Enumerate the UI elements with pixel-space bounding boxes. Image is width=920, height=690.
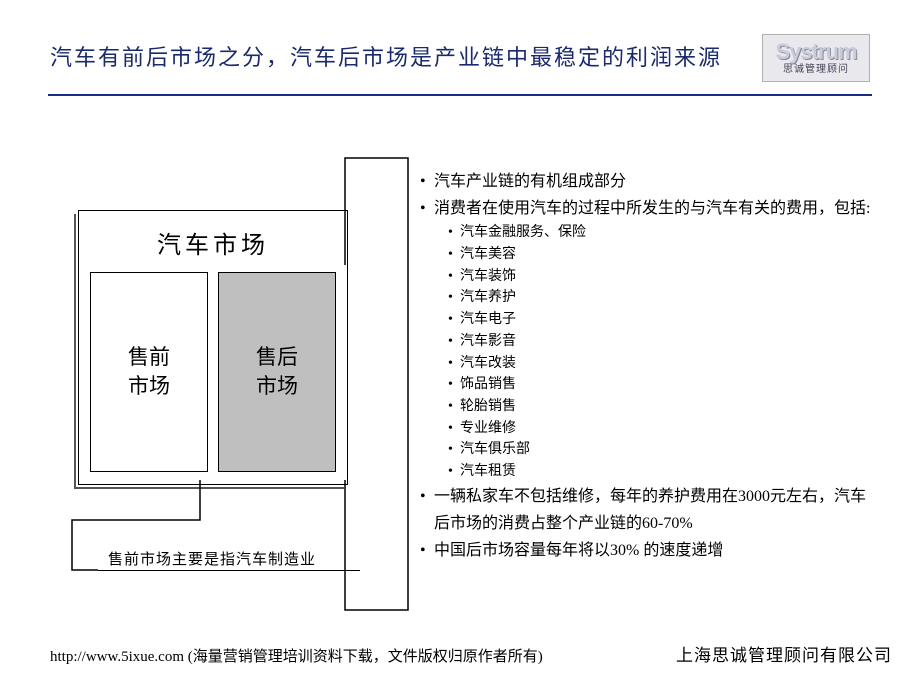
bullet-sublist: 汽车金融服务、保险汽车美容汽车装饰汽车养护汽车电子汽车影音汽车改装饰品销售轮胎销… (448, 222, 880, 482)
bullet-lvl2: 汽车金融服务、保险 (448, 222, 880, 244)
bullet-lvl2: 饰品销售 (448, 374, 880, 396)
bullet-lvl2: 汽车电子 (448, 309, 880, 331)
bullet-lvl2: 汽车改装 (448, 353, 880, 375)
bullet-lvl2: 汽车养护 (448, 287, 880, 309)
bullet-lvl2: 轮胎销售 (448, 396, 880, 418)
market-diagram: 汽车市场 售前市场 售后市场 (78, 210, 348, 485)
presale-label: 售前市场 (128, 343, 170, 402)
bullet-lvl2: 汽车美容 (448, 244, 880, 266)
footer-company: 上海思诚管理顾问有限公司 (676, 641, 892, 666)
bullet-lvl2: 汽车俱乐部 (448, 439, 880, 461)
bullet-lvl1: 一辆私家车不包括维修，每年的养护费用在3000元左右，汽车后市场的消费占整个产业… (420, 483, 880, 537)
footer: http://www.5ixue.com (海量营销管理培训资料下载，文件版权归… (50, 641, 892, 666)
bullet-lvl1: 中国后市场容量每年将以30% 的速度递增 (420, 537, 880, 564)
presale-box: 售前市场 (90, 272, 208, 472)
content-bullets: 汽车产业链的有机组成部分消费者在使用汽车的过程中所发生的与汽车有关的费用，包括:… (420, 168, 880, 564)
aftersale-label: 售后市场 (256, 343, 298, 402)
presale-caption: 售前市场主要是指汽车制造业 (108, 548, 316, 569)
header-divider (48, 94, 872, 96)
logo-sub-text: 思诚管理顾问 (783, 65, 849, 75)
diagram-title: 汽车市场 (79, 211, 347, 272)
footer-source: http://www.5ixue.com (海量营销管理培训资料下载，文件版权归… (50, 645, 543, 666)
bullet-lvl1: 汽车产业链的有机组成部分 (420, 168, 880, 195)
logo: Systrum 思诚管理顾问 (762, 34, 870, 82)
bullet-lvl2: 汽车影音 (448, 331, 880, 353)
diagram-boxes: 售前市场 售后市场 (79, 272, 347, 472)
aftersale-box: 售后市场 (218, 272, 336, 472)
slide-title: 汽车有前后市场之分，汽车后市场是产业链中最稳定的利润来源 (50, 34, 722, 72)
bullet-lvl2: 专业维修 (448, 418, 880, 440)
caption-underline (98, 570, 360, 571)
bullet-lvl1: 消费者在使用汽车的过程中所发生的与汽车有关的费用，包括: (420, 195, 880, 222)
bullet-lvl2: 汽车租赁 (448, 461, 880, 483)
header: 汽车有前后市场之分，汽车后市场是产业链中最稳定的利润来源 Systrum 思诚管… (50, 34, 870, 82)
bullet-lvl2: 汽车装饰 (448, 266, 880, 288)
logo-main-text: Systrum (775, 41, 856, 63)
